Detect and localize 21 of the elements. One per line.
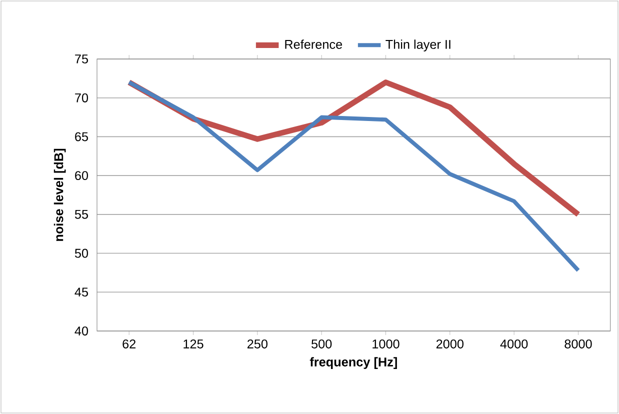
y-tick-label: 60	[75, 171, 88, 180]
legend-label: Thin layer II	[386, 40, 450, 52]
x-tick-label: 125	[184, 339, 204, 348]
x-tick-label: 500	[312, 339, 332, 348]
y-tick-label: 70	[75, 93, 88, 102]
x-tick-label: 4000	[500, 339, 528, 348]
y-tick-label: 65	[75, 132, 88, 142]
x-tick-label: 2000	[436, 339, 464, 348]
y-axis-title: noise level [dB]	[54, 148, 66, 241]
x-tick-label: 250	[247, 339, 268, 348]
y-tick-label: 40	[74, 326, 88, 336]
x-tick-label: 62	[122, 339, 136, 348]
y-tick-label: 45	[74, 288, 88, 297]
legend-label: Reference	[285, 40, 342, 49]
x-axis-title: frequency [Hz]	[310, 357, 397, 369]
x-tick-label: 8000	[564, 339, 592, 348]
y-tick-label: 50	[74, 248, 88, 258]
y-tick-label: 75	[75, 54, 88, 64]
y-tick-label: 55	[74, 210, 88, 219]
x-tick-label: 1000	[372, 339, 400, 348]
line-series	[127, 80, 580, 272]
